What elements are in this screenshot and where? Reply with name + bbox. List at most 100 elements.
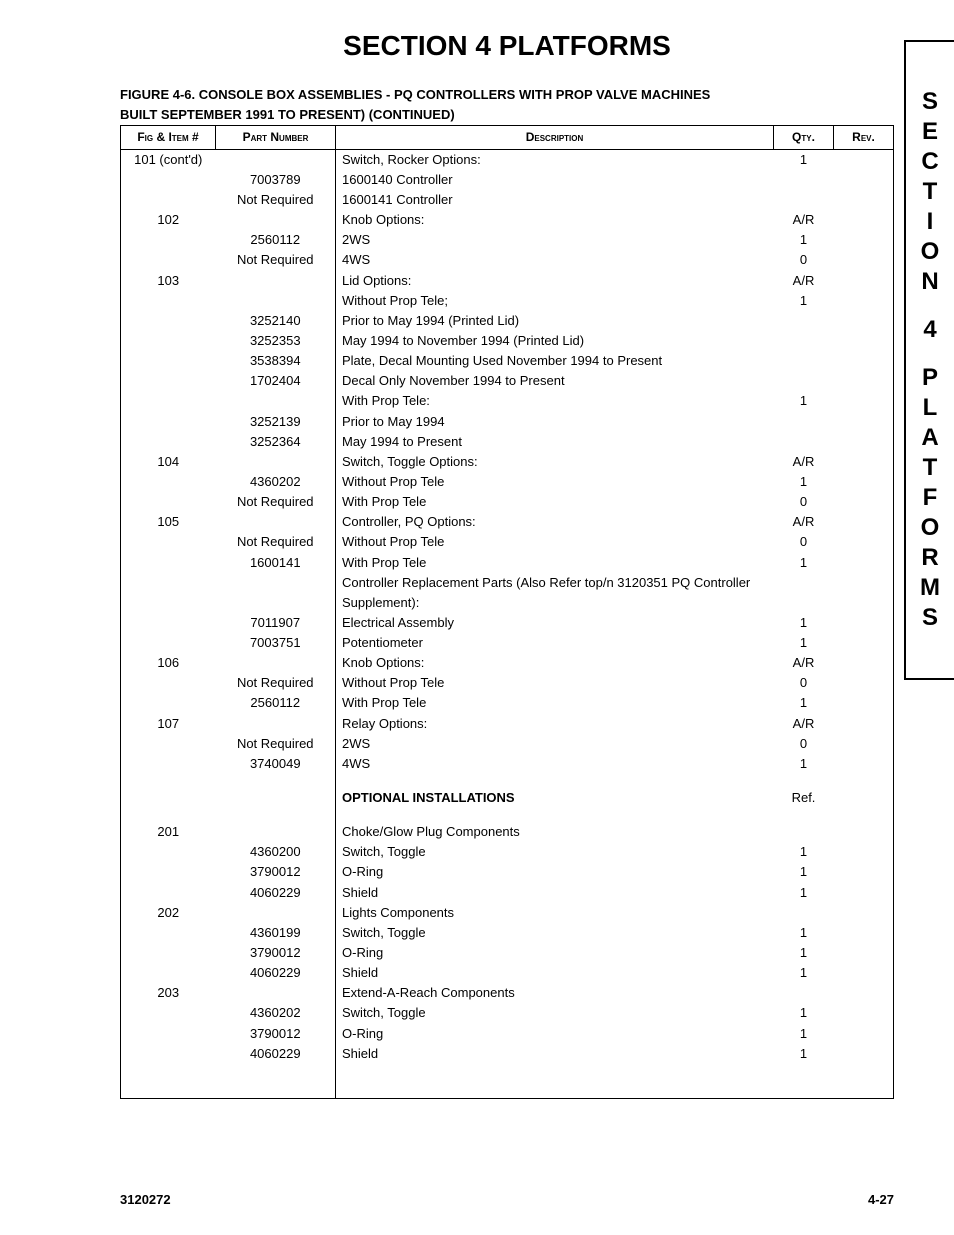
cell-desc: Relay Options: [336, 714, 774, 734]
side-tab: SECTION4PLATFORMS [904, 40, 954, 680]
cell-rev [834, 210, 894, 230]
table-row: 2560112With Prop Tele1 [121, 693, 894, 713]
table-row: 3252140Prior to May 1994 (Printed Lid) [121, 311, 894, 331]
cell-desc: With Prop Tele [336, 553, 774, 573]
cell-qty [774, 774, 834, 788]
cell-qty: Ref. [774, 788, 834, 808]
cell-fig [121, 432, 216, 452]
table-row: 4360202Without Prop Tele1 [121, 472, 894, 492]
table-row: 202Lights Components [121, 903, 894, 923]
cell-desc: May 1994 to November 1994 (Printed Lid) [336, 331, 774, 351]
table-row [121, 1064, 894, 1099]
cell-desc: With Prop Tele [336, 492, 774, 512]
cell-part: Not Required [216, 532, 336, 552]
table-row [121, 774, 894, 788]
cell-fig [121, 573, 216, 613]
cell-qty: 1 [774, 391, 834, 411]
cell-desc: Plate, Decal Mounting Used November 1994… [336, 351, 774, 371]
col-header-rev: Rev. [834, 126, 894, 150]
cell-fig [121, 788, 216, 808]
footer-right: 4-27 [868, 1192, 894, 1207]
cell-part: 3538394 [216, 351, 336, 371]
cell-rev [834, 923, 894, 943]
table-row: 3790012O-Ring1 [121, 943, 894, 963]
cell-part [216, 983, 336, 1003]
cell-desc: Knob Options: [336, 653, 774, 673]
cell-desc: Lid Options: [336, 271, 774, 291]
cell-desc: 1600141 Controller [336, 190, 774, 210]
side-tab-char: P [922, 363, 938, 393]
figure-title-line1: FIGURE 4-6. CONSOLE BOX ASSEMBLIES - PQ … [120, 86, 894, 104]
table-row: 105Controller, PQ Options:A/R [121, 512, 894, 532]
cell-fig [121, 613, 216, 633]
cell-part: 4360200 [216, 842, 336, 862]
cell-qty: 1 [774, 472, 834, 492]
cell-rev [834, 822, 894, 842]
cell-part: 7011907 [216, 613, 336, 633]
cell-desc: Decal Only November 1994 to Present [336, 371, 774, 391]
cell-fig [121, 808, 216, 822]
cell-part [216, 573, 336, 613]
cell-qty: 1 [774, 1044, 834, 1064]
table-row: 1600141With Prop Tele1 [121, 553, 894, 573]
table-row: 101 (cont'd)Switch, Rocker Options:1 [121, 149, 894, 170]
cell-desc: O-Ring [336, 1024, 774, 1044]
cell-part [216, 903, 336, 923]
cell-rev [834, 391, 894, 411]
cell-rev [834, 734, 894, 754]
cell-rev [834, 1024, 894, 1044]
cell-fig [121, 391, 216, 411]
cell-desc: 2WS [336, 230, 774, 250]
cell-desc: OPTIONAL INSTALLATIONS [336, 788, 774, 808]
section-title: SECTION 4 PLATFORMS [120, 30, 894, 62]
parts-table: Fig & Item # Part Number Description Qty… [120, 125, 894, 1099]
table-row: 4360199Switch, Toggle1 [121, 923, 894, 943]
cell-fig: 102 [121, 210, 216, 230]
table-row: 25601122WS1 [121, 230, 894, 250]
cell-part: 2560112 [216, 230, 336, 250]
cell-rev [834, 903, 894, 923]
page-footer: 3120272 4-27 [120, 1192, 894, 1207]
cell-part [216, 822, 336, 842]
cell-qty: 0 [774, 492, 834, 512]
cell-desc: Potentiometer [336, 633, 774, 653]
cell-fig [121, 862, 216, 882]
cell-qty [774, 983, 834, 1003]
cell-fig [121, 331, 216, 351]
cell-rev [834, 472, 894, 492]
table-row: 3790012O-Ring1 [121, 1024, 894, 1044]
cell-fig [121, 412, 216, 432]
cell-rev [834, 573, 894, 613]
side-tab-char: 4 [923, 315, 936, 345]
cell-fig: 201 [121, 822, 216, 842]
cell-part: 4360199 [216, 923, 336, 943]
cell-part: 4060229 [216, 883, 336, 903]
cell-part: 4360202 [216, 1003, 336, 1023]
cell-fig [121, 250, 216, 270]
cell-part: 4360202 [216, 472, 336, 492]
cell-desc: Choke/Glow Plug Components [336, 822, 774, 842]
cell-part: 3252139 [216, 412, 336, 432]
cell-desc: Prior to May 1994 [336, 412, 774, 432]
cell-fig [121, 492, 216, 512]
cell-rev [834, 714, 894, 734]
cell-fig [121, 754, 216, 774]
cell-qty [774, 351, 834, 371]
table-row: Not Required1600141 Controller [121, 190, 894, 210]
cell-desc: Switch, Rocker Options: [336, 149, 774, 170]
cell-part [216, 391, 336, 411]
cell-rev [834, 371, 894, 391]
cell-fig [121, 291, 216, 311]
cell-rev [834, 250, 894, 270]
cell-qty: A/R [774, 271, 834, 291]
cell-desc: Switch, Toggle [336, 1003, 774, 1023]
cell-rev [834, 808, 894, 822]
cell-desc: Controller Replacement Parts (Also Refer… [336, 573, 774, 613]
cell-part: 7003751 [216, 633, 336, 653]
cell-rev [834, 351, 894, 371]
cell-fig [121, 923, 216, 943]
cell-rev [834, 553, 894, 573]
cell-fig [121, 351, 216, 371]
cell-part [216, 271, 336, 291]
cell-fig [121, 553, 216, 573]
